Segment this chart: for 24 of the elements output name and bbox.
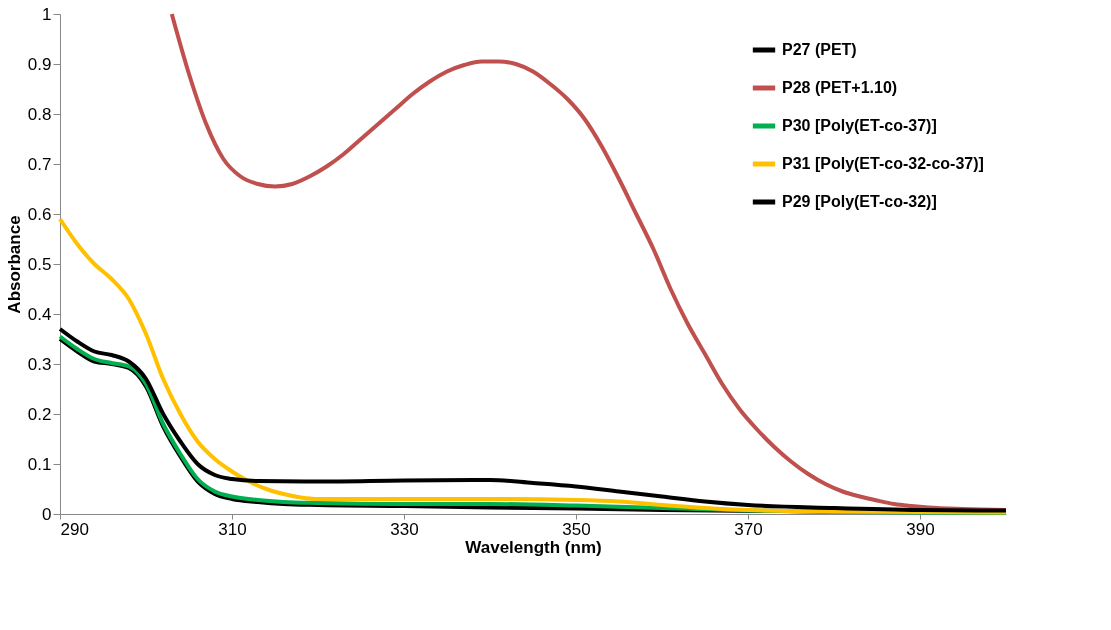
y-tick-label: 0.2 bbox=[27, 404, 52, 424]
x-tick-label: 330 bbox=[390, 519, 419, 539]
y-tick-label: 0.6 bbox=[27, 204, 52, 224]
y-tick-label: 0.5 bbox=[27, 254, 52, 274]
x-tick-label: 310 bbox=[218, 519, 247, 539]
y-tick-label: 0.1 bbox=[27, 454, 52, 474]
y-tick-label: 0 bbox=[42, 504, 52, 524]
y-tick-label: 0.3 bbox=[27, 354, 52, 374]
y-tick-label: 0.7 bbox=[27, 154, 52, 174]
y-axis-title: Absorbance bbox=[4, 215, 24, 314]
x-tick-label: 350 bbox=[562, 519, 591, 539]
x-tick-label: 290 bbox=[60, 519, 89, 539]
y-tick-label: 0.9 bbox=[27, 54, 52, 74]
x-tick-label: 370 bbox=[734, 519, 763, 539]
legend-label: P27 (PET) bbox=[782, 41, 857, 58]
legend-label: P30 [Poly(ET-co-37)] bbox=[782, 117, 937, 134]
legend-label: P28 (PET+1.10) bbox=[782, 79, 898, 96]
x-axis-title: Wavelength (nm) bbox=[465, 537, 602, 557]
y-tick-label: 0.4 bbox=[27, 304, 52, 324]
y-tick-label: 1 bbox=[42, 4, 52, 24]
x-tick-label: 390 bbox=[906, 519, 935, 539]
y-tick-label: 0.8 bbox=[27, 104, 52, 124]
legend-label: P29 [Poly(ET-co-32)] bbox=[782, 193, 937, 210]
legend-label: P31 [Poly(ET-co-32-co-37)] bbox=[782, 155, 984, 172]
